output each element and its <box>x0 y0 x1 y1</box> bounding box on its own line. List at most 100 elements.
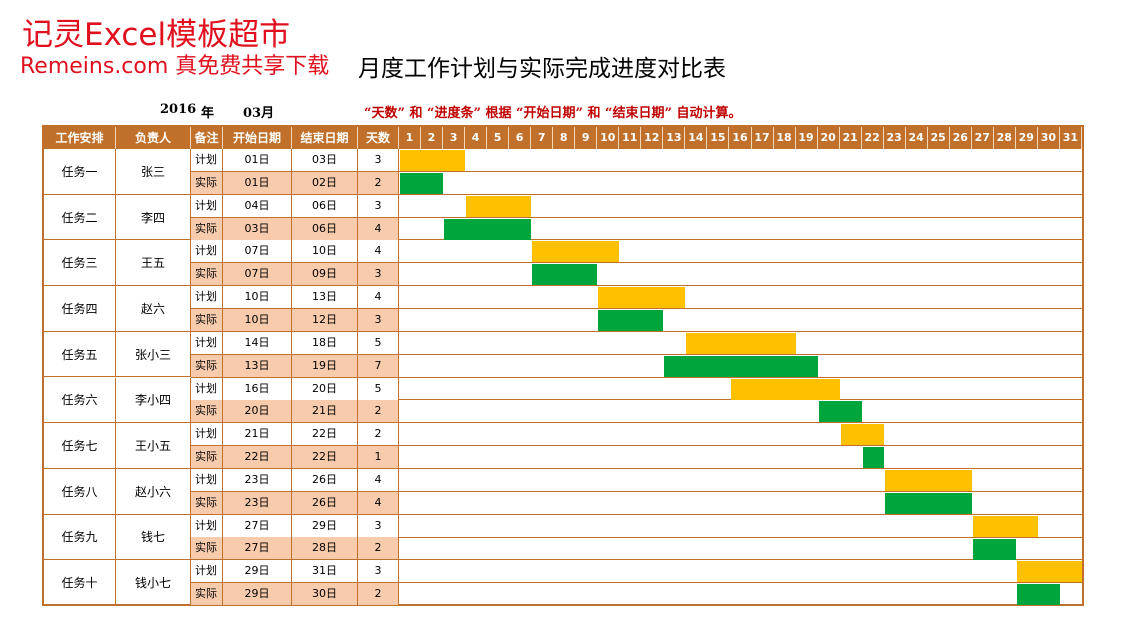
actual-days: 4 <box>358 217 399 241</box>
actual-start-date[interactable]: 03日 <box>223 217 292 241</box>
row-gridline <box>399 582 1082 584</box>
actual-end-date[interactable]: 21日 <box>292 400 358 424</box>
actual-days: 2 <box>358 583 399 607</box>
plan-end-date[interactable]: 22日 <box>292 423 358 447</box>
plan-days: 3 <box>358 560 399 584</box>
header-days: 天数 <box>358 127 399 149</box>
plan-days: 3 <box>358 194 399 218</box>
header-row <box>44 127 1082 149</box>
day-tick-label: 7 <box>531 127 554 149</box>
month-value[interactable]: 03月 <box>243 106 275 121</box>
actual-start-date[interactable]: 22日 <box>223 446 292 470</box>
plan-bar <box>532 241 620 263</box>
plan-start-date[interactable]: 07日 <box>223 240 292 264</box>
actual-end-date[interactable]: 22日 <box>292 446 358 470</box>
task-owner: 张小三 <box>116 331 191 378</box>
plan-start-date[interactable]: 10日 <box>223 286 292 310</box>
actual-start-date[interactable]: 23日 <box>223 491 292 515</box>
actual-start-date[interactable]: 01日 <box>223 171 292 195</box>
plan-start-date[interactable]: 14日 <box>223 331 292 355</box>
actual-end-date[interactable]: 30日 <box>292 583 358 607</box>
plan-days: 2 <box>358 423 399 447</box>
plan-start-date[interactable]: 04日 <box>223 194 292 218</box>
row-gridline <box>399 536 1082 538</box>
row-gridline <box>399 285 1082 287</box>
day-tick-label: 13 <box>663 127 686 149</box>
row-gridline <box>399 490 1082 492</box>
row-gridline <box>399 239 1082 241</box>
actual-end-date[interactable]: 12日 <box>292 308 358 332</box>
plan-days: 5 <box>358 331 399 355</box>
actual-start-date[interactable]: 27日 <box>223 537 292 561</box>
actual-end-date[interactable]: 19日 <box>292 354 358 378</box>
day-tick-label: 17 <box>752 127 774 149</box>
actual-bar <box>444 218 532 240</box>
day-tick-label: 12 <box>641 127 664 149</box>
plan-label: 计划 <box>191 240 223 264</box>
day-tick-label: 22 <box>862 127 884 149</box>
actual-days: 7 <box>358 354 399 378</box>
actual-label: 实际 <box>191 400 223 424</box>
row-gridline <box>399 262 1082 264</box>
actual-start-date[interactable]: 29日 <box>223 583 292 607</box>
plan-bar <box>1016 561 1082 583</box>
actual-bar <box>972 538 1016 560</box>
actual-start-date[interactable]: 10日 <box>223 308 292 332</box>
plan-start-date[interactable]: 27日 <box>223 514 292 538</box>
day-tick-label: 23 <box>884 127 906 149</box>
actual-end-date[interactable]: 26日 <box>292 491 358 515</box>
plan-end-date[interactable]: 20日 <box>292 377 358 401</box>
task-owner: 王小五 <box>116 423 191 469</box>
plan-end-date[interactable]: 18日 <box>292 331 358 355</box>
day-tick-label: 14 <box>685 127 708 149</box>
actual-end-date[interactable]: 06日 <box>292 217 358 241</box>
plan-start-date[interactable]: 29日 <box>223 560 292 584</box>
actual-label: 实际 <box>191 171 223 195</box>
day-tick-label: 11 <box>619 127 642 149</box>
plan-end-date[interactable]: 03日 <box>292 149 358 172</box>
header-start: 开始日期 <box>223 127 292 149</box>
task-name: 任务二 <box>44 194 116 241</box>
day-tick-label: 21 <box>840 127 862 149</box>
year-value[interactable]: 2016 <box>160 102 197 117</box>
day-tick-label: 1 <box>399 127 422 149</box>
row-gridline <box>399 445 1082 447</box>
row-gridline <box>399 513 1082 515</box>
plan-end-date[interactable]: 06日 <box>292 194 358 218</box>
actual-start-date[interactable]: 13日 <box>223 354 292 378</box>
plan-bar <box>840 424 884 446</box>
row-gridline <box>399 308 1082 309</box>
plan-start-date[interactable]: 01日 <box>223 149 292 172</box>
task-owner: 李四 <box>116 194 191 241</box>
plan-bar <box>972 515 1038 537</box>
actual-bar <box>1016 584 1060 606</box>
actual-end-date[interactable]: 28日 <box>292 537 358 561</box>
actual-start-date[interactable]: 20日 <box>223 400 292 424</box>
plan-label: 计划 <box>191 468 223 492</box>
plan-end-date[interactable]: 29日 <box>292 514 358 538</box>
actual-start-date[interactable]: 07日 <box>223 263 292 287</box>
day-tick-label: 19 <box>796 127 818 149</box>
plan-start-date[interactable]: 21日 <box>223 423 292 447</box>
row-gridline <box>399 170 1082 172</box>
actual-bar <box>884 492 972 514</box>
plan-end-date[interactable]: 26日 <box>292 468 358 492</box>
task-owner: 赵小六 <box>116 468 191 515</box>
plan-end-date[interactable]: 31日 <box>292 560 358 584</box>
plan-label: 计划 <box>191 149 223 172</box>
actual-label: 实际 <box>191 537 223 561</box>
plan-days: 4 <box>358 468 399 492</box>
plan-end-date[interactable]: 13日 <box>292 286 358 310</box>
actual-days: 2 <box>358 171 399 195</box>
plan-label: 计划 <box>191 377 223 401</box>
plan-start-date[interactable]: 16日 <box>223 377 292 401</box>
plan-days: 3 <box>358 149 399 172</box>
plan-start-date[interactable]: 23日 <box>223 468 292 492</box>
day-tick-label: 30 <box>1038 127 1060 149</box>
actual-bar <box>400 172 444 194</box>
actual-end-date[interactable]: 02日 <box>292 171 358 195</box>
actual-label: 实际 <box>191 491 223 515</box>
plan-end-date[interactable]: 10日 <box>292 240 358 264</box>
plan-label: 计划 <box>191 560 223 584</box>
actual-end-date[interactable]: 09日 <box>292 263 358 287</box>
